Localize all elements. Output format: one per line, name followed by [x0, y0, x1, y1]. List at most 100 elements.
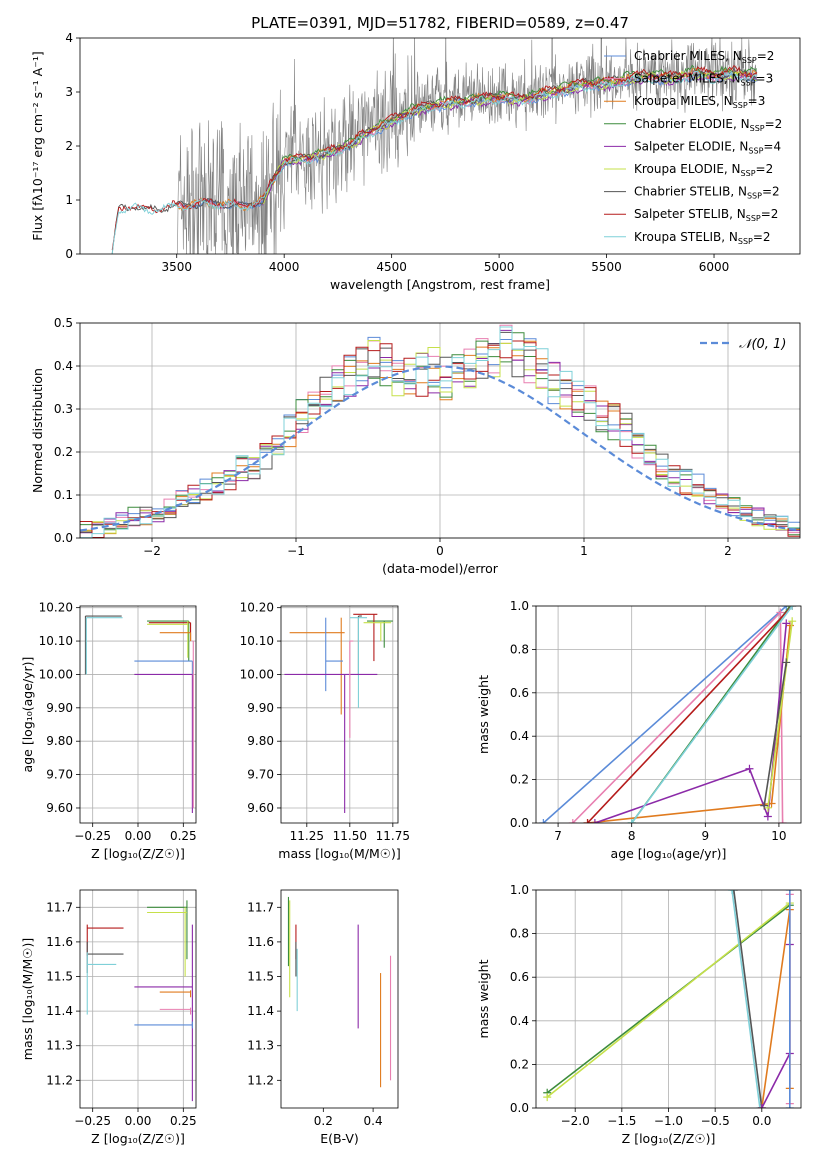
series-line-k_stelib	[631, 606, 793, 823]
legend-suffix: =4	[763, 139, 781, 153]
y-tick-label: 0.0	[510, 816, 529, 830]
y-tick-label: 0.0	[54, 531, 73, 545]
plot-area-massweight_vs_Z	[543, 890, 794, 1108]
legend-entry: Kroupa MILES, NSSP=3	[634, 94, 765, 110]
plot-area-mass_vs_EBV	[287, 896, 392, 1088]
y-tick-label: 10.10	[39, 634, 73, 648]
legend-entry: Chabrier MILES, NSSP=2	[634, 49, 774, 65]
axes-mass_vs_EBV: 0.2 0.4 11.2 11.3 11.4 11.5 11.6 11.7 E(B-V)	[247, 889, 399, 1146]
x-tick-label: 7	[554, 829, 562, 843]
y-axis-label: Flux [fλ10⁻¹⁷ erg cm⁻² s⁻¹ A⁻¹]	[30, 51, 45, 240]
x-tick-label: −1	[287, 544, 305, 558]
y-tick-label: 11.6	[46, 935, 73, 949]
axes-massweight_vs_Z: −2.0 −1.5 −1.0 −0.5 0.0 0.0 0.2 0.4 0.6 0.8 1.0 Z […	[476, 883, 802, 1146]
series-marker	[788, 617, 797, 626]
x-tick-label: −0.25	[74, 1114, 111, 1128]
x-tick-label: 0.4	[364, 1114, 383, 1128]
y-tick-label: 10.20	[240, 601, 274, 615]
series-marker	[763, 812, 772, 821]
series-marker	[760, 801, 769, 810]
series-line-s_stelib	[586, 606, 793, 823]
y-tick-label: 1	[65, 193, 73, 207]
y-tick-label: 0	[65, 247, 73, 261]
series-observed-spectrum	[176, 38, 758, 254]
legend-suffix: =2	[765, 117, 783, 131]
legend-label: Chabrier MILES, N	[634, 49, 742, 63]
legend-subscript: SSP	[747, 192, 762, 201]
legend-entry: Salpeter MILES, NSSP=3	[634, 72, 773, 88]
series-marker	[539, 819, 548, 823]
legend-label: Kroupa MILES, N	[634, 94, 733, 108]
legend-suffix: =2	[753, 230, 771, 244]
legend-suffix: =3	[756, 72, 774, 86]
y-tick-label: 0.5	[54, 316, 73, 330]
axes-frame	[280, 605, 399, 824]
y-tick-label: 0.6	[510, 686, 529, 700]
plot-area-massweight_vs_age	[539, 606, 797, 823]
series-marker	[543, 1093, 552, 1102]
x-tick-label: 0.00	[125, 1114, 152, 1128]
legend-entry: Kroupa ELODIE, NSSP=2	[634, 162, 773, 178]
x-tick-label: −1.5	[607, 1114, 636, 1128]
legend-subscript: SSP	[748, 146, 763, 155]
x-tick-label: 3500	[161, 260, 192, 274]
legend-subscript: SSP	[746, 214, 761, 223]
series-line-k_stelib	[731, 890, 761, 1108]
x-tick-label: −0.5	[701, 1114, 730, 1128]
y-tick-label: 9.60	[247, 801, 274, 815]
legend-label: Kroupa STELIB, N	[634, 230, 738, 244]
axes-massweight_vs_age: 7 8 9 10 0.0 0.2 0.4 0.6 0.8 1.0 age [log₁₀(age/yr…	[476, 599, 802, 861]
series-line-c_stelib	[733, 890, 763, 1108]
legend-entry: Salpeter STELIB, NSSP=2	[634, 207, 778, 223]
x-tick-label: 0.25	[170, 1114, 197, 1128]
x-tick-label: −0.25	[74, 829, 111, 843]
series-marker	[590, 819, 599, 823]
x-tick-label: 8	[628, 829, 636, 843]
legend-label: Kroupa ELODIE, N	[634, 162, 741, 176]
y-axis-label: mass [log₁₀(M/M☉)]	[20, 938, 35, 1060]
x-tick-label: 11.50	[333, 829, 367, 843]
legend-subscript: SSP	[741, 79, 756, 88]
series-marker	[757, 1104, 766, 1108]
series-marker	[729, 890, 738, 894]
series-marker	[778, 819, 787, 823]
series-marker	[745, 764, 754, 773]
series-model-k_elodie	[262, 70, 757, 205]
x-axis-label: (data-model)/error	[382, 561, 499, 576]
y-tick-label: 11.7	[247, 900, 274, 914]
y-tick-label: 1.0	[510, 883, 529, 897]
axes-residuals: −2 −1 0 1 2 0.0 0.1 0.2 0.3 0.4 0.5 (data-model)/er…	[30, 316, 801, 576]
x-tick-label: −2.0	[561, 1114, 590, 1128]
plot-area-age_vs_Z	[84, 615, 194, 813]
plot-area-mass_vs_Z	[86, 900, 193, 1102]
y-tick-label: 9.90	[247, 701, 274, 715]
x-tick-label: 2	[724, 544, 732, 558]
series-line-c_miles	[542, 606, 787, 823]
y-tick-label: 0.6	[510, 970, 529, 984]
series-line-k_elodie	[767, 621, 793, 808]
legend-label: Salpeter MILES, N	[634, 72, 741, 86]
axes-frame	[79, 605, 197, 824]
legend-suffix: =2	[757, 49, 775, 63]
legend-suffix: =2	[762, 185, 780, 199]
x-tick-label: 1	[580, 544, 588, 558]
legend-entry: Salpeter ELODIE, NSSP=4	[634, 139, 781, 155]
x-axis-label: mass [log₁₀(M/M☉)]	[278, 846, 400, 861]
series-line-k_miles	[761, 909, 791, 1108]
x-axis-label: wavelength [Angstrom, rest frame]	[330, 277, 550, 292]
y-tick-label: 9.70	[247, 768, 274, 782]
y-tick-label: 10.20	[39, 601, 73, 615]
series-marker	[785, 890, 794, 894]
series-marker	[782, 606, 791, 610]
y-tick-label: 0.2	[54, 445, 73, 459]
y-tick-label: 11.2	[247, 1073, 274, 1087]
y-tick-label: 11.5	[247, 970, 274, 984]
x-tick-label: 5000	[484, 260, 515, 274]
series-line-c_elodie	[546, 904, 791, 1094]
y-axis-label: mass weight	[476, 959, 491, 1038]
axes-frame	[79, 322, 801, 539]
series-marker	[568, 819, 577, 823]
axes-frame	[280, 889, 399, 1109]
